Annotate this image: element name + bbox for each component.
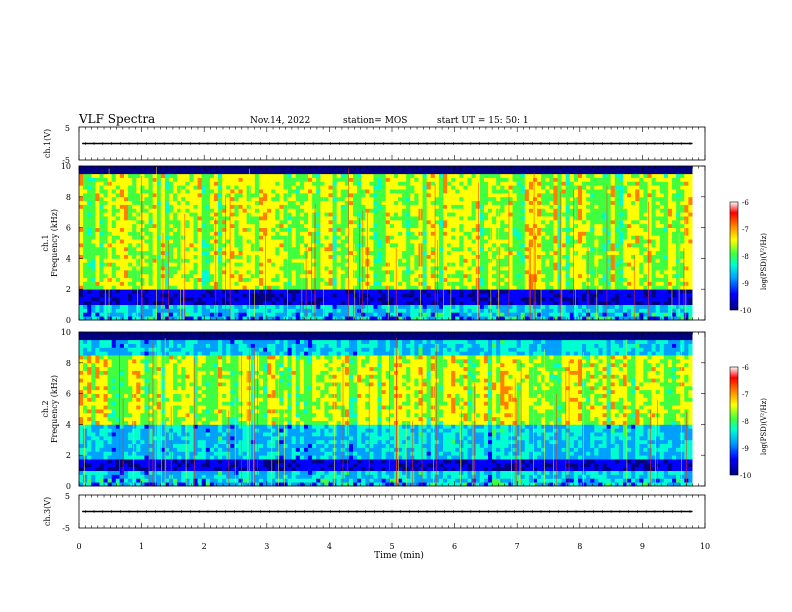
ytick-label: 4: [66, 254, 71, 263]
time-axis: 0 1 2 3 4 5 6 7 8 9 10 Time (min): [76, 542, 710, 561]
ylabel: ch.3(V): [43, 497, 52, 526]
ytick-label: 10: [61, 162, 71, 171]
cb2-tick-label: -7: [742, 391, 749, 399]
xtick-label: 4: [327, 542, 332, 551]
xtick-label: 5: [389, 542, 394, 551]
ylabel: Frequency (kHz): [50, 375, 59, 443]
cb2-tick-label: -8: [742, 418, 749, 426]
spectrogram-cells: [79, 332, 693, 487]
ch1-spectrogram-panel: 0 2 4 6 8 10 ch.1 Frequency (kHz): [41, 162, 706, 325]
ytick-label: 6: [66, 224, 71, 233]
xtick-label: 7: [515, 542, 520, 551]
xtick-label: 6: [452, 542, 457, 551]
ytick-label: 8: [66, 359, 71, 368]
xtick-label: 1: [139, 542, 144, 551]
cb1-tick-label: -10: [740, 307, 751, 315]
cb2-tick-label: -9: [742, 445, 749, 453]
xtick-label: 0: [76, 542, 81, 551]
cb1-tick-label: -9: [742, 280, 749, 288]
ch2-spectrogram-panel: 0 2 4 6 8 10 ch.2 Frequency (kHz): [41, 328, 706, 491]
cb2-tick-label: -10: [740, 472, 751, 480]
spectrogram-cells: [79, 166, 693, 321]
cb1-label: log(PSD)(V²/Hz): [760, 233, 768, 290]
cb1-tick-label: -7: [742, 226, 749, 234]
cb2-tick-label: -6: [742, 364, 749, 372]
ylabel: ch.2: [41, 400, 50, 417]
xtick-label: 9: [640, 542, 645, 551]
ytick-label: 0: [66, 316, 71, 325]
ytick-label: 2: [66, 285, 71, 294]
ch2-colorbar: -6 -7 -8 -9 -10 log(PSD)(V²/Hz): [729, 364, 768, 480]
xtick-label: 10: [700, 542, 710, 551]
ytick-label: 5: [65, 492, 70, 501]
ylabel: Frequency (kHz): [50, 209, 59, 277]
station-label: station= MOS: [343, 116, 407, 126]
ytick-label: 10: [61, 328, 71, 337]
ch1-colorbar: -6 -7 -8 -9 -10 log(PSD)(V²/Hz): [729, 199, 768, 315]
ch3-waveform-panel: 5 -5 ch.3(V): [43, 492, 706, 533]
cb1-tick-label: -6: [742, 199, 749, 207]
date-label: Nov.14, 2022: [250, 116, 310, 126]
ytick-label: 4: [66, 420, 71, 429]
cb1-tick-label: -8: [742, 253, 749, 261]
cb2-label: log(PSD)(V²/Hz): [760, 398, 768, 455]
ylabel: ch.1(V): [43, 129, 52, 158]
ytick-label: 5: [65, 124, 70, 133]
ytick-label: 8: [66, 193, 71, 202]
figure-title: VLF Spectra: [78, 112, 155, 126]
xtick-label: 3: [264, 542, 269, 551]
xlabel: Time (min): [374, 550, 424, 561]
xtick-label: 2: [202, 542, 207, 551]
start-time-label: start UT = 15: 50: 1: [437, 116, 529, 126]
ytick-label: 6: [66, 390, 71, 399]
xtick-label: 8: [577, 542, 582, 551]
ch1-waveform-panel: 5 -5 ch.1(V): [43, 124, 706, 165]
ylabel: ch.1: [41, 234, 50, 251]
ytick-label: -5: [62, 524, 70, 533]
ytick-label: -5: [62, 156, 70, 165]
ytick-label: 0: [66, 482, 71, 491]
ytick-label: 2: [66, 451, 71, 460]
